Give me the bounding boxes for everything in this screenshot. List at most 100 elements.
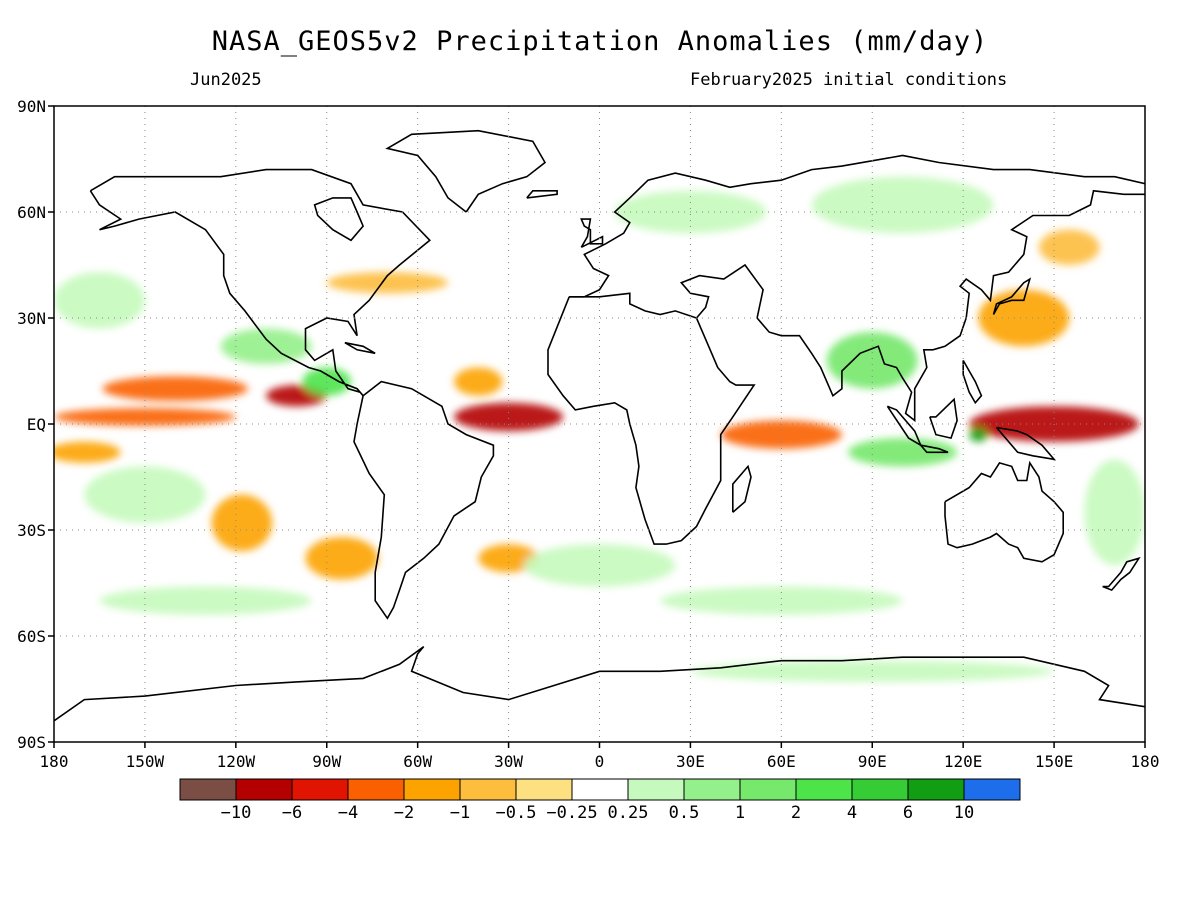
lat-lon-grid xyxy=(54,106,1145,742)
colorbar-label: −10 xyxy=(221,803,252,823)
initial-conditions: February2025 initial conditions xyxy=(690,70,1008,90)
colorbar-swatch xyxy=(571,778,629,801)
coastline xyxy=(886,405,923,448)
colorbar: −10 −6 −4 −2 −1 −0.5 −0.25 0.25 0.5 1 2 4 6 10 xyxy=(179,778,1021,823)
colorbar-label: −0.25 xyxy=(546,803,597,823)
colorbar-swatch xyxy=(515,778,573,801)
coastline xyxy=(526,190,558,199)
colorbar-swatch xyxy=(907,778,965,801)
anomaly-region xyxy=(84,466,206,523)
anomaly-region xyxy=(220,328,312,364)
lat-tick-label: 90S xyxy=(17,733,46,752)
anomaly-region xyxy=(811,176,994,234)
anomaly-region xyxy=(54,441,121,463)
anomaly-region xyxy=(660,586,903,615)
lon-tick-label: 150W xyxy=(126,752,165,771)
colorbar-label: 4 xyxy=(847,803,857,823)
anomaly-region xyxy=(826,332,918,389)
anomaly-region xyxy=(54,408,236,426)
colorbar-swatch xyxy=(963,778,1021,801)
colorbar-swatch xyxy=(795,778,853,801)
colorbar-swatch xyxy=(683,778,741,801)
lat-tick-label: 60N xyxy=(17,203,46,222)
lon-tick-label: 90E xyxy=(858,752,887,771)
coastline xyxy=(385,129,547,213)
lat-tick-label: 90N xyxy=(17,97,46,116)
colorbar-swatch xyxy=(403,778,461,801)
colorbar-label: −2 xyxy=(394,803,414,823)
lat-tick-label: 30S xyxy=(17,521,46,540)
anomaly-field xyxy=(54,176,1145,682)
anomaly-region xyxy=(54,272,145,329)
colorbar-swatch xyxy=(347,778,405,801)
coastline xyxy=(353,380,495,620)
lon-tick-label: 180 xyxy=(40,752,69,771)
lon-tick-label: 60W xyxy=(403,752,432,771)
lon-tick-label: 150E xyxy=(1035,752,1074,771)
colorbar-label: 0.25 xyxy=(608,803,649,823)
anomaly-region xyxy=(1084,459,1145,566)
colorbar-swatch xyxy=(627,778,685,801)
colorbar-label: 2 xyxy=(791,803,801,823)
anomaly-region xyxy=(305,537,379,580)
lon-tick-label: 120W xyxy=(217,752,256,771)
lon-tick-label: 30W xyxy=(494,752,523,771)
anomaly-region xyxy=(690,660,1055,682)
colorbar-label: −0.5 xyxy=(496,803,537,823)
anomaly-region xyxy=(848,438,958,467)
coastline xyxy=(1102,556,1141,592)
coastline xyxy=(995,426,1057,461)
coastline xyxy=(569,154,1145,298)
colorbar-label: −4 xyxy=(338,803,358,823)
lat-tick-label: 60S xyxy=(17,627,46,646)
coastline xyxy=(732,464,752,513)
map-title: NASA_GEOS5v2 Precipitation Anomalies (mm… xyxy=(211,26,989,57)
colorbar-label: −1 xyxy=(450,803,470,823)
coastline xyxy=(920,444,949,454)
lon-tick-label: 180 xyxy=(1131,752,1160,771)
anomaly-region xyxy=(720,420,842,449)
colorbar-label: 1 xyxy=(735,803,745,823)
colorbar-label: 0.5 xyxy=(669,803,700,823)
anomaly-region xyxy=(454,402,564,432)
lon-tick-label: 0 xyxy=(595,752,605,771)
lat-tick-label: 30N xyxy=(17,309,46,328)
coastline xyxy=(679,189,1145,423)
coastline xyxy=(313,197,365,242)
anomaly-region xyxy=(969,427,988,442)
coastline xyxy=(54,645,1145,722)
colorbar-swatch xyxy=(851,778,909,801)
colorbar-swatch xyxy=(291,778,349,801)
coastlines xyxy=(54,129,1145,722)
colorbar-swatch xyxy=(739,778,797,801)
anomaly-region xyxy=(523,544,676,587)
anomaly-region xyxy=(454,367,503,396)
lat-tick-label: EQ xyxy=(27,415,46,434)
coastline xyxy=(580,218,604,249)
forecast-month: Jun2025 xyxy=(190,70,262,90)
coastline xyxy=(89,168,431,397)
colorbar-label: 10 xyxy=(954,803,974,823)
anomaly-region xyxy=(102,376,248,402)
colorbar-swatch xyxy=(235,778,293,801)
anomaly-region xyxy=(99,586,312,615)
colorbar-swatch xyxy=(179,778,237,801)
anomaly-region xyxy=(211,494,273,552)
axis-ticks: 180 150W 120W 90W 60W 30W 0 30E 60E 90E 120E 150E 18… xyxy=(17,97,1159,771)
colorbar-label: 6 xyxy=(903,803,913,823)
anomaly-region xyxy=(326,272,448,294)
coastline xyxy=(344,341,376,355)
colorbar-label: −6 xyxy=(282,803,302,823)
colorbar-swatch xyxy=(459,778,517,801)
lon-tick-label: 120E xyxy=(944,752,983,771)
lon-tick-label: 90W xyxy=(312,752,341,771)
coastline xyxy=(929,397,958,440)
lon-tick-label: 30E xyxy=(676,752,705,771)
lon-tick-label: 60E xyxy=(767,752,796,771)
coastline xyxy=(944,460,1064,563)
coastline xyxy=(962,360,983,405)
coastline xyxy=(992,277,1032,315)
coastline xyxy=(547,292,756,545)
anomaly-region xyxy=(1038,229,1100,265)
